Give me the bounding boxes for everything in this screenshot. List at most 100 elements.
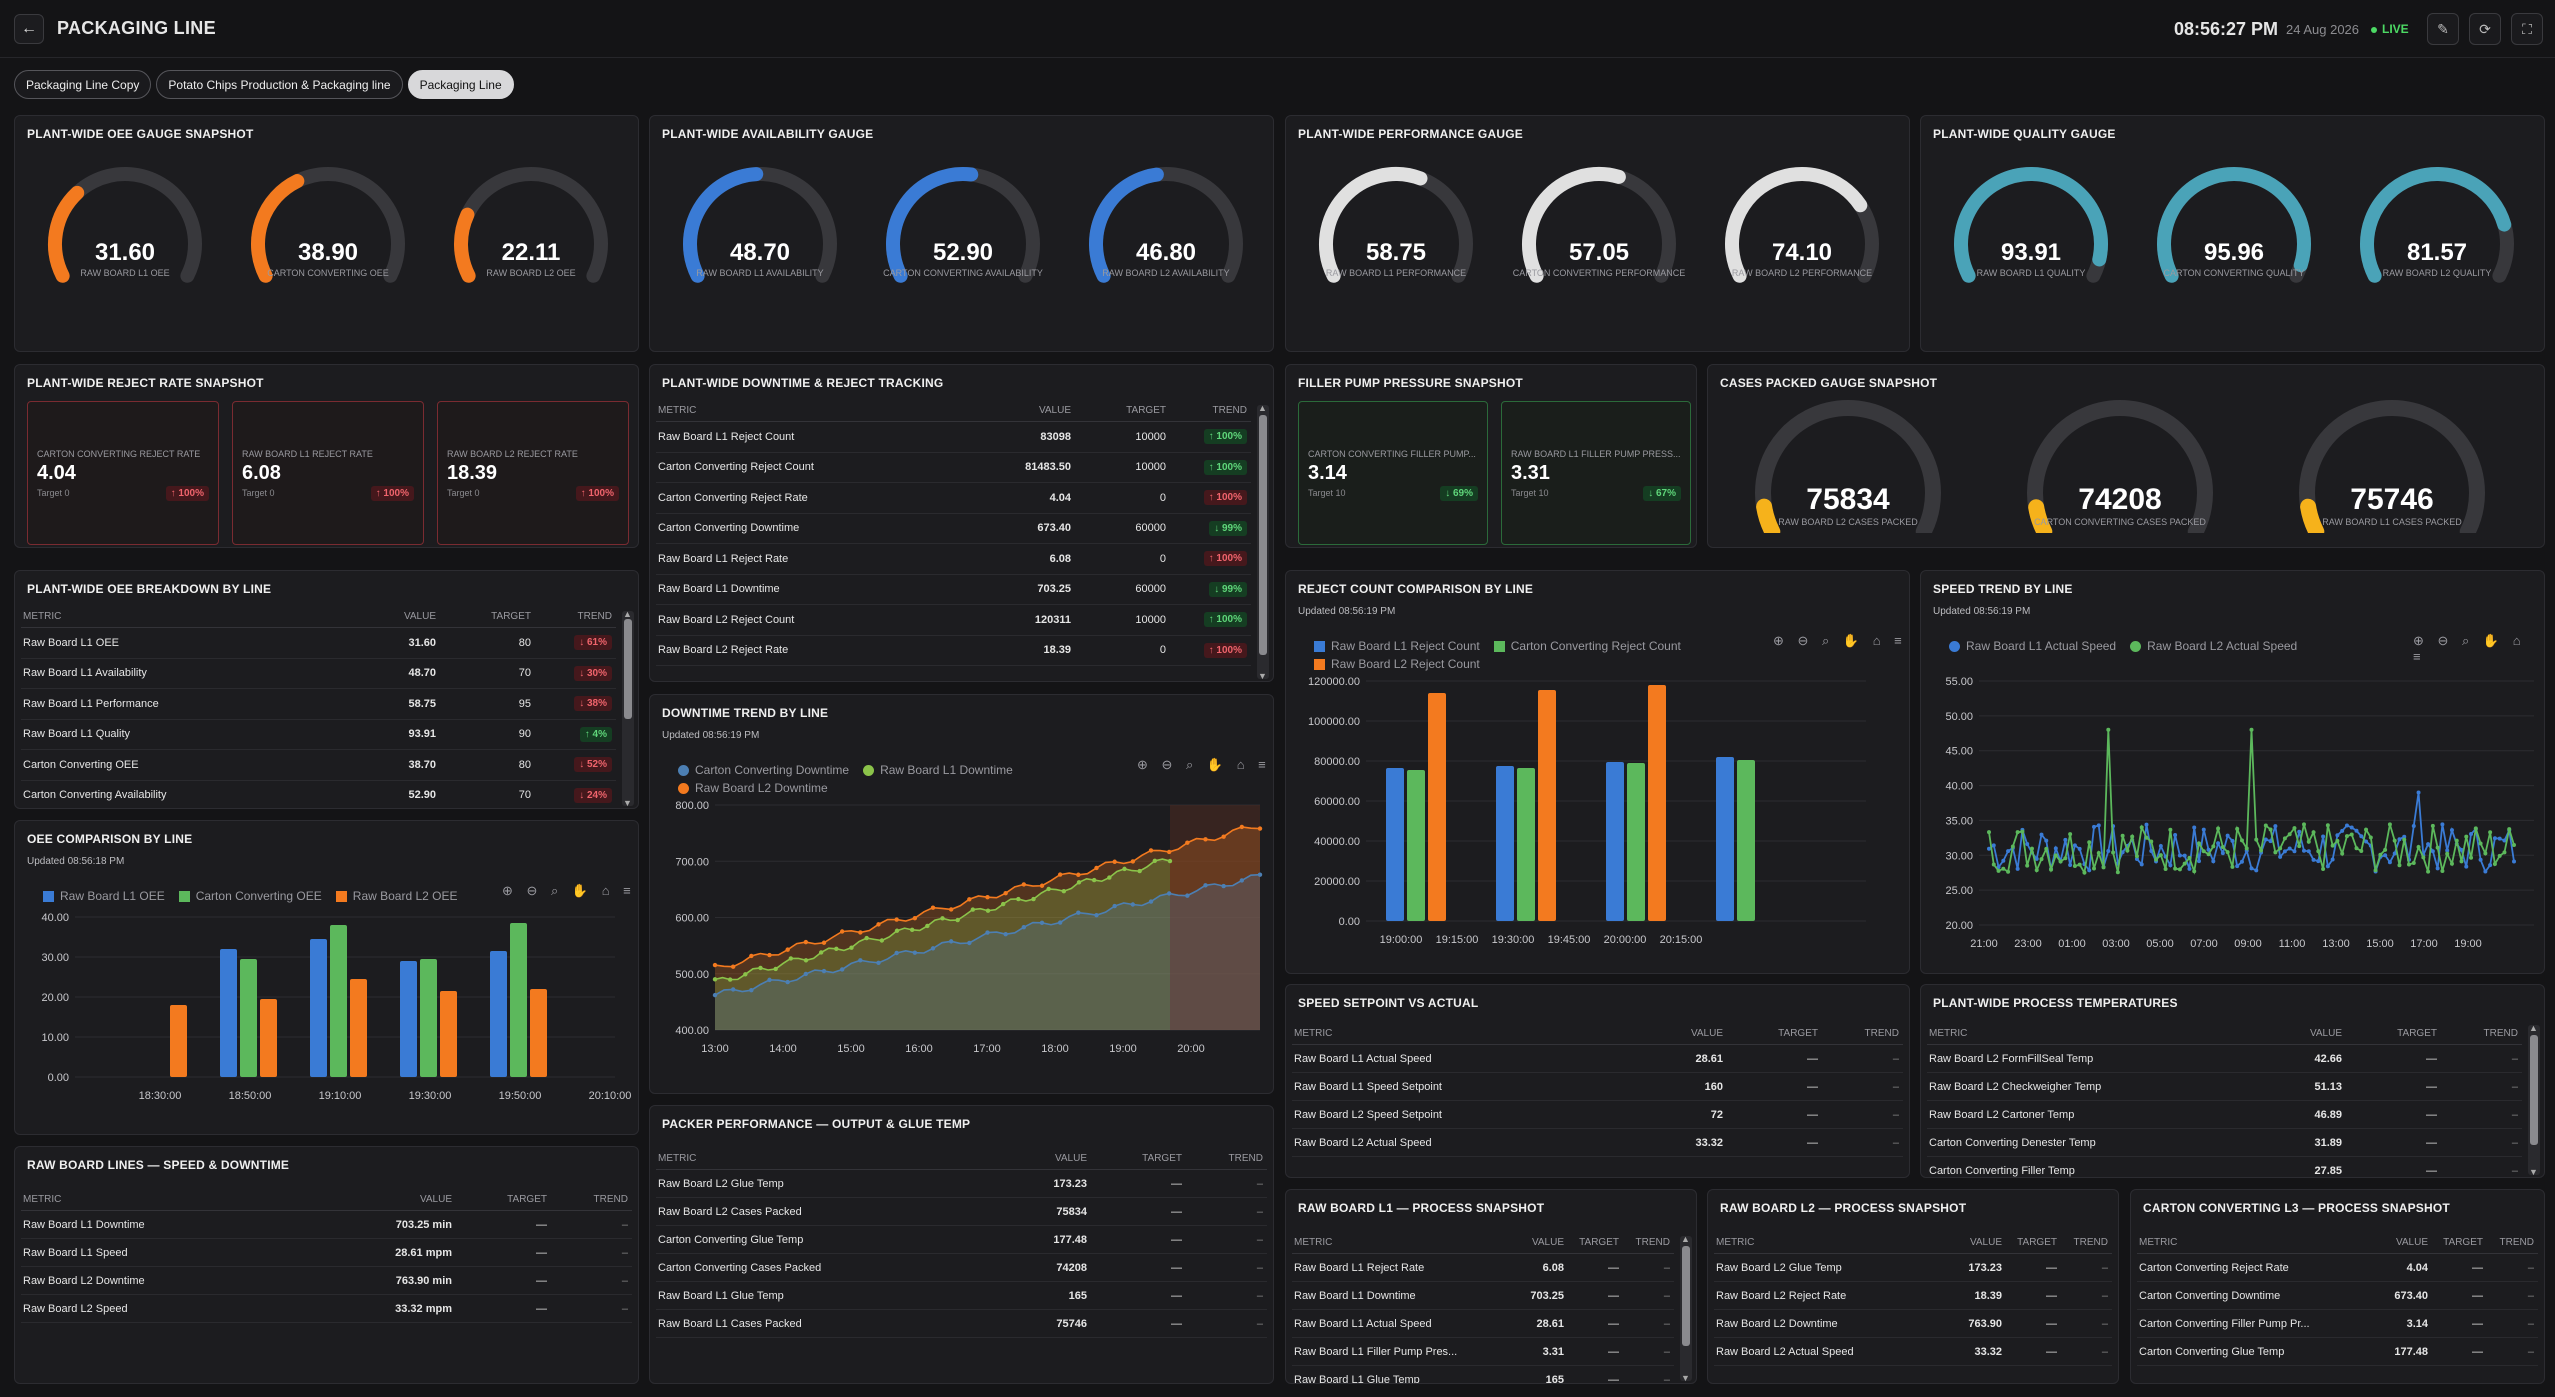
table-row[interactable]: Raw Board L1 Glue Temp 165 — – <box>1292 1366 1674 1384</box>
table-row[interactable]: Raw Board L2 Cartoner Temp 46.89 — – <box>1927 1101 2522 1129</box>
scrollbar-thumb[interactable] <box>624 619 632 719</box>
legend-item[interactable]: Raw Board L2 Downtime <box>678 781 828 795</box>
scrollbar[interactable]: ▲ ▼ <box>1257 403 1269 681</box>
table-row[interactable]: Carton Converting Reject Count 81483.50 10… <box>656 453 1251 483</box>
refresh-icon[interactable]: ⟳ <box>2469 13 2501 45</box>
table-row[interactable]: Raw Board L1 Cases Packed 75746 — – <box>656 1310 1267 1338</box>
table-row[interactable]: Raw Board L1 Downtime 703.25 60000 ↓ 99% <box>656 575 1251 605</box>
y-tick-label: 20000.00 <box>1314 876 1360 888</box>
table-row[interactable]: Raw Board L1 Actual Speed 28.61 — – <box>1292 1045 1903 1073</box>
chart-toolbar-icons[interactable]: ⊕ ⊖ ⌕ ✋ ⌂ ≡ <box>1137 757 1271 772</box>
table-row[interactable]: Raw Board L1 Reject Rate 6.08 — – <box>1292 1254 1674 1282</box>
legend-item[interactable]: Raw Board L1 Downtime <box>863 763 1013 777</box>
legend-item[interactable]: Raw Board L2 Actual Speed <box>2130 639 2297 653</box>
edit-icon[interactable]: ✎ <box>2427 13 2459 45</box>
table-row[interactable]: Raw Board L1 Actual Speed 28.61 — – <box>1292 1310 1674 1338</box>
tab-packaging-line-copy[interactable]: Packaging Line Copy <box>14 70 152 99</box>
table-row[interactable]: Raw Board L1 Reject Count 83098 10000 ↑ 100… <box>656 422 1251 453</box>
scroll-down-arrow-icon[interactable]: ▼ <box>1258 671 1267 681</box>
scrollbar-thumb[interactable] <box>2530 1035 2538 1145</box>
stat-card[interactable]: CARTON CONVERTING FILLER PUMP... 3.14 Targ… <box>1298 401 1488 545</box>
table-row[interactable]: Raw Board L2 Speed 33.32 mpm — – <box>21 1295 632 1323</box>
legend-item[interactable]: Raw Board L1 Reject Count <box>1314 639 1480 653</box>
bar <box>1538 690 1556 921</box>
table-row[interactable]: Raw Board L2 Reject Count 120311 10000 ↑ 10… <box>656 605 1251 636</box>
scroll-up-arrow-icon[interactable]: ▲ <box>2529 1023 2538 1033</box>
table-row[interactable]: Raw Board L2 Glue Temp 173.23 — – <box>1714 1254 2112 1282</box>
stat-card[interactable]: RAW BOARD L2 REJECT RATE 18.39 Target 0 ↑ 1… <box>437 401 629 545</box>
chart-toolbar-icons[interactable]: ⊕ ⊖ ⌕ ✋ ⌂ ≡ <box>2413 633 2526 664</box>
stat-card[interactable]: RAW BOARD L1 FILLER PUMP PRESS... 3.31 Tar… <box>1501 401 1691 545</box>
table-row[interactable]: Raw Board L1 Downtime 703.25 min — – <box>21 1211 632 1239</box>
table-row[interactable]: Carton Converting Cases Packed 74208 — – <box>656 1254 1267 1282</box>
table-row[interactable]: Raw Board L1 Downtime 703.25 — – <box>1292 1282 1674 1310</box>
table-row[interactable]: Raw Board L1 Performance 58.75 95 ↓ 38% <box>21 689 616 720</box>
legend-item[interactable]: Carton Converting Downtime <box>678 763 849 777</box>
trend-text: – <box>2101 1345 2108 1358</box>
table-row[interactable]: Carton Converting Denester Temp 31.89 — – <box>1927 1129 2522 1157</box>
table-row[interactable]: Carton Converting Filler Temp 27.85 — – <box>1927 1157 2522 1177</box>
legend-item[interactable]: Raw Board L1 OEE <box>43 889 165 903</box>
table-row[interactable]: Raw Board L1 Speed Setpoint 160 — – <box>1292 1073 1903 1101</box>
table-row[interactable]: Raw Board L2 Downtime 763.90 min — – <box>21 1267 632 1295</box>
legend-item[interactable]: Carton Converting OEE <box>178 889 322 903</box>
table-row[interactable]: Carton Converting OEE 38.70 80 ↓ 52% <box>21 750 616 781</box>
chart-toolbar-icons[interactable]: ⊕ ⊖ ⌕ ✋ ⌂ ≡ <box>1773 633 1907 648</box>
table-row[interactable]: Carton Converting Glue Temp 177.48 — – <box>2137 1338 2538 1366</box>
table-row[interactable]: Raw Board L1 Glue Temp 165 — – <box>656 1282 1267 1310</box>
scroll-down-arrow-icon[interactable]: ▼ <box>1681 1373 1690 1383</box>
legend-item[interactable]: Raw Board L2 Reject Count <box>1314 657 1480 671</box>
tab-potato-chips[interactable]: Potato Chips Production & Packaging line <box>156 70 403 99</box>
metric-name: Raw Board L2 Actual Speed <box>1716 1345 1854 1358</box>
scroll-up-arrow-icon[interactable]: ▲ <box>623 609 632 619</box>
table-row[interactable]: Raw Board L2 FormFillSeal Temp 42.66 — – <box>1927 1045 2522 1073</box>
bar <box>1716 757 1734 921</box>
table-row[interactable]: Raw Board L2 Cases Packed 75834 — – <box>656 1198 1267 1226</box>
table-row[interactable]: Raw Board L2 Glue Temp 173.23 — – <box>656 1170 1267 1198</box>
table-row[interactable]: Carton Converting Reject Rate 4.04 0 ↑ 100% <box>656 483 1251 514</box>
scroll-up-arrow-icon[interactable]: ▲ <box>1681 1234 1690 1244</box>
table-row[interactable]: Raw Board L1 Quality 93.91 90 ↑ 4% <box>21 720 616 750</box>
table-row[interactable]: Raw Board L1 Filler Pump Pres... 3.31 — – <box>1292 1338 1674 1366</box>
table-row[interactable]: Raw Board L2 Actual Speed 33.32 — – <box>1292 1129 1903 1157</box>
scroll-down-arrow-icon[interactable]: ▼ <box>2529 1167 2538 1177</box>
legend-item[interactable]: Raw Board L1 Actual Speed <box>1949 639 2116 653</box>
table-row[interactable]: Carton Converting Downtime 673.40 60000 ↓ 9… <box>656 514 1251 544</box>
back-arrow-icon[interactable]: ← <box>14 14 44 44</box>
scrollbar-thumb[interactable] <box>1682 1246 1690 1346</box>
table-row[interactable]: Raw Board L1 OEE 31.60 80 ↓ 61% <box>21 628 616 659</box>
scroll-up-arrow-icon[interactable]: ▲ <box>1258 403 1267 413</box>
table-row[interactable]: Raw Board L1 Reject Rate 6.08 0 ↑ 100% <box>656 544 1251 575</box>
tab-packaging-line[interactable]: Packaging Line <box>407 70 514 99</box>
table-row[interactable]: Carton Converting Filler Pump Pr... 3.14 —… <box>2137 1310 2538 1338</box>
metric-trend: ↑ 100% <box>1166 490 1251 506</box>
scroll-down-arrow-icon[interactable]: ▼ <box>623 798 632 808</box>
table-row[interactable]: Carton Converting Downtime 673.40 — – <box>2137 1282 2538 1310</box>
gauge-fill <box>886 167 979 283</box>
table-row[interactable]: Raw Board L1 Availability 48.70 70 ↓ 30% <box>21 659 616 689</box>
scrollbar-thumb[interactable] <box>1259 415 1267 655</box>
scrollbar[interactable]: ▲ ▼ <box>1680 1234 1692 1383</box>
legend-item[interactable]: Carton Converting Reject Count <box>1493 639 1681 653</box>
stat-card[interactable]: CARTON CONVERTING REJECT RATE 4.04 Target … <box>27 401 219 545</box>
table-row[interactable]: Raw Board L2 Checkweigher Temp 51.13 — – <box>1927 1073 2522 1101</box>
table-row[interactable]: Carton Converting Reject Rate 4.04 — – <box>2137 1254 2538 1282</box>
table-row[interactable]: Raw Board L2 Downtime 763.90 — – <box>1714 1310 2112 1338</box>
metric-trend: – <box>547 1247 632 1259</box>
scrollbar[interactable]: ▲ ▼ <box>622 609 634 808</box>
table-row[interactable]: Raw Board L2 Reject Rate 18.39 0 ↑ 100% <box>656 636 1251 666</box>
table-row[interactable]: Raw Board L1 Speed 28.61 mpm — – <box>21 1239 632 1267</box>
table-row[interactable]: Carton Converting Availability 52.90 70 ↓ 2… <box>21 781 616 809</box>
fullscreen-icon[interactable]: ⛶ <box>2511 13 2543 45</box>
scrollbar[interactable]: ▲ ▼ <box>2528 1023 2540 1177</box>
metric-trend: ↓ 30% <box>531 665 616 681</box>
table-row[interactable]: Raw Board L2 Actual Speed 33.32 — – <box>1714 1338 2112 1366</box>
legend-item[interactable]: Raw Board L2 OEE <box>335 889 458 903</box>
chart-toolbar-icons[interactable]: ⊕ ⊖ ⌕ ✋ ⌂ ≡ <box>502 883 636 898</box>
table-row[interactable]: Carton Converting Glue Temp 177.48 — – <box>656 1226 1267 1254</box>
metric-trend: – <box>1182 1234 1267 1246</box>
stat-card[interactable]: RAW BOARD L1 REJECT RATE 6.08 Target 0 ↑ 10… <box>232 401 424 545</box>
table-row[interactable]: Raw Board L2 Reject Rate 18.39 — – <box>1714 1282 2112 1310</box>
data-point <box>2392 851 2397 856</box>
table-row[interactable]: Raw Board L2 Speed Setpoint 72 — – <box>1292 1101 1903 1129</box>
